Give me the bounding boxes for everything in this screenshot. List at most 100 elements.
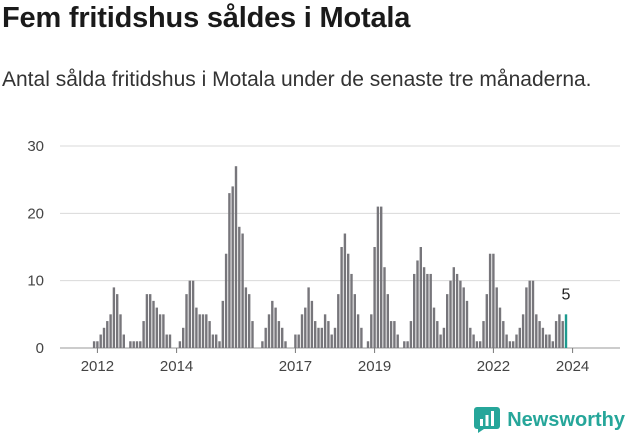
bar — [317, 327, 320, 348]
bar — [403, 341, 406, 348]
bar — [323, 314, 327, 348]
brand-logo[interactable]: Newsworthy — [474, 407, 625, 433]
bar — [436, 321, 439, 348]
bar — [492, 253, 495, 348]
bar — [119, 314, 122, 348]
bar — [482, 321, 485, 348]
bar — [129, 341, 132, 348]
bar — [205, 314, 208, 348]
bar — [264, 327, 267, 348]
bar — [96, 341, 99, 348]
bar — [218, 341, 221, 348]
bar — [366, 341, 370, 348]
bar — [416, 260, 419, 348]
bar — [149, 294, 152, 348]
bar — [360, 327, 363, 348]
bar — [188, 280, 191, 348]
bar — [274, 307, 277, 348]
bar — [541, 327, 545, 348]
bar — [462, 287, 465, 348]
bar — [248, 294, 251, 348]
bar — [356, 314, 360, 348]
bar — [135, 341, 139, 348]
bar-chart: 0 10 20 30 2012 2014 2017 2019 2022 2024 5 — [27, 138, 620, 375]
bar — [432, 307, 436, 348]
bar — [347, 253, 350, 348]
bar — [116, 294, 119, 348]
y-tick-label: 0 — [36, 340, 44, 357]
bar — [106, 321, 109, 348]
bar — [521, 314, 525, 348]
chart-subtitle: Antal sålda fritidshus i Motala under de… — [2, 68, 592, 91]
bar-latest — [564, 314, 568, 348]
bar — [422, 267, 426, 348]
bar — [310, 300, 314, 348]
bar — [122, 334, 125, 348]
bar — [373, 247, 376, 348]
bar — [251, 321, 254, 348]
bar — [244, 287, 248, 348]
bar — [211, 334, 215, 348]
bar — [195, 307, 198, 348]
chart-title: Fem fritidshus såldes i Motala — [2, 2, 411, 34]
bar — [343, 233, 347, 348]
bar — [234, 166, 238, 348]
bar — [191, 280, 195, 348]
bar — [314, 321, 317, 348]
bar — [139, 341, 142, 348]
bar — [455, 273, 459, 348]
bar — [472, 334, 475, 348]
bar — [419, 247, 422, 348]
bar — [508, 341, 512, 348]
bar — [459, 280, 462, 348]
bar — [442, 327, 446, 348]
bar — [498, 307, 502, 348]
bar — [307, 287, 310, 348]
brand-name: Newsworthy — [507, 408, 625, 431]
bar — [452, 267, 455, 348]
bar — [475, 341, 479, 348]
bar — [112, 287, 116, 348]
bar — [304, 307, 307, 348]
bar — [208, 321, 211, 348]
bar — [238, 226, 241, 348]
bar — [201, 314, 205, 348]
latest-value-label: 5 — [562, 286, 571, 303]
bar — [469, 327, 472, 348]
bar — [330, 334, 333, 348]
bar — [333, 327, 337, 348]
y-tick-label: 30 — [27, 138, 44, 155]
bar — [449, 280, 452, 348]
bar — [267, 314, 271, 348]
y-tick-label: 20 — [27, 205, 44, 222]
bar — [215, 334, 218, 348]
bar — [281, 327, 284, 348]
bar — [531, 280, 535, 348]
bar — [320, 327, 323, 348]
bar — [231, 186, 234, 348]
bar — [168, 334, 172, 348]
bar — [271, 300, 274, 348]
x-tick-label: 2019 — [358, 358, 391, 375]
bar — [505, 334, 508, 348]
bar — [515, 334, 518, 348]
bar — [261, 341, 264, 348]
bar — [558, 314, 561, 348]
bar — [413, 273, 416, 348]
bar — [102, 327, 106, 348]
bar — [132, 341, 135, 348]
bar — [300, 314, 304, 348]
bar — [389, 321, 393, 348]
bar — [396, 334, 399, 348]
bar — [340, 247, 343, 348]
bar — [502, 321, 505, 348]
bar — [479, 341, 482, 348]
x-tick-label: 2012 — [81, 358, 114, 375]
bar — [198, 314, 201, 348]
bar — [538, 321, 541, 348]
bar — [142, 321, 145, 348]
bar — [337, 294, 340, 348]
bar — [406, 341, 409, 348]
bar — [386, 294, 389, 348]
bar — [99, 334, 102, 348]
